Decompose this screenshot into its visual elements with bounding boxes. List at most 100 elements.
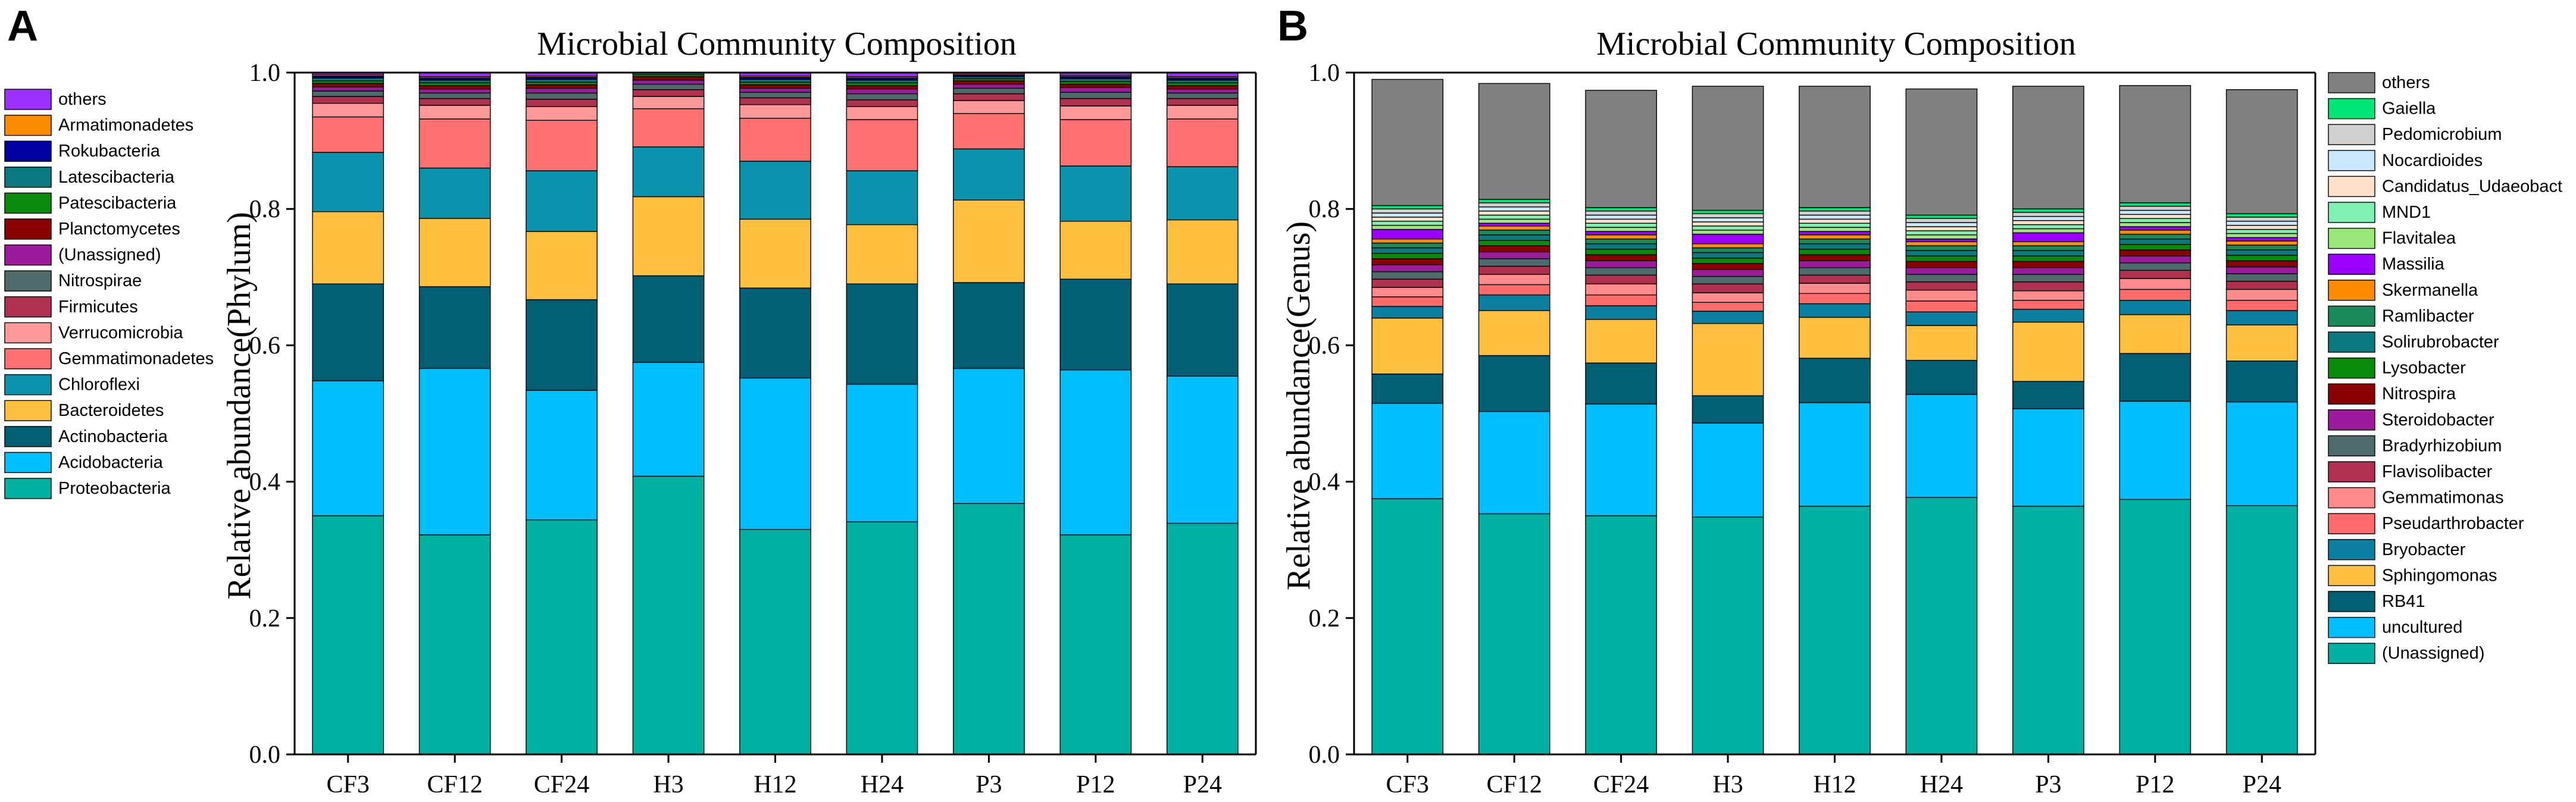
bar-segment-p24-bacteroidetes	[1166, 219, 1239, 284]
bar-segment-p3-skermanella	[2012, 241, 2084, 246]
bar-segment-cf24-skermanella	[1585, 234, 1657, 240]
bar-segment-cf12-bradyrhizobium	[1478, 258, 1550, 267]
bar-segment-p3-flavisolibacter	[2012, 281, 2084, 292]
bar-segment-cf24-massilia	[1585, 231, 1657, 236]
bar-segment-p24-lysobacter	[2225, 255, 2298, 262]
bar-segment-cf24-proteobacteria	[526, 519, 598, 755]
legend-swatch-others	[4, 89, 52, 110]
bar-segment-p3-sphingomonas	[2012, 321, 2084, 382]
y-tick-label-1-0: 1.0	[249, 59, 281, 87]
bar-segment-p3-massilia	[2012, 232, 2084, 242]
bar-segment-h3-massilia	[1692, 233, 1764, 245]
bar-segment-cf12-gaiella	[1478, 199, 1550, 203]
legend-label-others: others	[2382, 73, 2430, 92]
panel-b-letter: B	[1277, 2, 1308, 50]
bar-segment-h12-chloroflexi	[739, 161, 811, 220]
bar-segment-p24-pedomicrobium	[2225, 217, 2298, 222]
bar-segment-p12-candidatus-udaeobact	[2119, 214, 2192, 219]
bar-segment-h3-nitrospirae	[632, 83, 705, 90]
legend-entry-solirubrobacter: Solirubrobacter	[2328, 331, 2499, 353]
bar-segment-p24-firmicutes	[1166, 98, 1239, 106]
bar-segment-h12-flavisolibacter	[1799, 274, 1871, 284]
bar-segment-p24-steroidobacter	[2225, 266, 2298, 274]
legend-entry-armatimonadetes: Armatimonadetes	[4, 114, 193, 136]
bar-segment-cf3-bacteroidetes	[312, 211, 384, 284]
bar-segment-p24-uncultured	[2225, 401, 2298, 506]
bar-segment-cf12-gemmatimonas	[1478, 274, 1550, 286]
legend-label-acidobacteria: Acidobacteria	[58, 453, 164, 472]
bar-segment-p3-gemmatimonas	[2012, 290, 2084, 301]
legend-swatch-candidatus-udaeobact	[2328, 176, 2375, 198]
bar-segment-h3-pedomicrobium	[1692, 213, 1764, 218]
bar-segment-cf3-planctomycetes	[312, 83, 384, 87]
legend-entry-gemmatimonadetes: Gemmatimonadetes	[4, 348, 214, 369]
bar-segment-h12-uncultured	[1799, 402, 1871, 507]
x-tick-label-h3: H3	[1712, 771, 1743, 798]
bar-segment-p3-planctomycetes	[953, 80, 1025, 85]
bar-segment-h3-acidobacteria	[632, 362, 705, 477]
bar-segment-cf12-steroidobacter	[1478, 251, 1550, 259]
bar-segment-p24-chloroflexi	[1166, 166, 1239, 221]
legend-entry-gaiella: Gaiella	[2328, 98, 2436, 120]
bar-segment-p12-bradyrhizobium	[2119, 262, 2192, 271]
bar-segment-p24-ramlibacter	[2225, 245, 2298, 250]
bar-segment-cf24-bryobacter	[1585, 305, 1657, 320]
bar-segment-p12-gemmatimonas	[2119, 278, 2192, 290]
bar-stack-h12	[739, 72, 811, 755]
legend-swatch-others	[2328, 72, 2375, 93]
bar-stack-p24	[1166, 72, 1239, 755]
bar-segment-cf24-acidobacteria	[526, 390, 598, 521]
legend-swatch-firmicutes	[4, 296, 52, 318]
bar-segment-p12-proteobacteria	[1059, 534, 1132, 755]
bar-segment-h12-bacteroidetes	[739, 218, 811, 289]
bar-segment-h12-unassigned	[739, 87, 811, 93]
legend-swatch-steroidobacter	[2328, 409, 2375, 431]
panel-a-title: Microbial Community Composition	[537, 26, 1017, 62]
x-tick-label-cf24: CF24	[534, 771, 589, 798]
legend-label-gemmatimonas: Gemmatimonas	[2382, 488, 2504, 507]
legend-label-nitrospirae: Nitrospirae	[58, 271, 142, 290]
x-tick-label-cf12: CF12	[1486, 771, 1542, 798]
bar-segment-h24-lysobacter	[1905, 255, 1978, 262]
bar-segment-h3-mnd1	[1692, 225, 1764, 231]
bar-segment-h3-verrucomicrobia	[632, 96, 705, 109]
bar-segment-p24-rb41	[2225, 361, 2298, 403]
bar-segment-h3-gemmatimonas	[1692, 292, 1764, 303]
legend-swatch-mnd1	[2328, 202, 2375, 223]
bar-segment-cf24-lysobacter	[1585, 249, 1657, 255]
bar-segment-p3-ramlibacter	[2012, 245, 2084, 251]
x-tick-label-cf3: CF3	[1386, 771, 1429, 798]
x-tick-label-p12: P12	[1076, 771, 1115, 798]
bar-segment-p24-others	[2225, 89, 2298, 214]
bar-segment-h12-nocardioides	[1799, 214, 1871, 220]
panel-b-title: Microbial Community Composition	[1596, 26, 2076, 62]
legend-swatch-lysobacter	[2328, 357, 2375, 379]
y-tick-label-0-2: 0.2	[1309, 605, 1340, 632]
bar-segment-cf12-planctomycetes	[418, 85, 491, 90]
bar-segment-h12-acidobacteria	[739, 377, 811, 530]
bar-segment-h3-chloroflexi	[632, 146, 705, 198]
legend-entry-uncultured: uncultured	[2328, 616, 2462, 638]
legend-label-bacteroidetes: Bacteroidetes	[58, 401, 164, 420]
bar-segment-h12-sphingomonas	[1799, 317, 1871, 359]
bar-segment-cf24-nitrospirae	[526, 92, 598, 100]
bar-segment-h24-uncultured	[1905, 394, 1978, 498]
bar-segment-cf3-flavisolibacter	[1371, 278, 1444, 288]
bar-segment-cf12-lysobacter	[1478, 240, 1550, 246]
bar-segment-h24-skermanella	[1905, 241, 1978, 246]
bar-segment-p12-unassigned	[1059, 87, 1132, 93]
bar-stack-h3	[1692, 86, 1764, 755]
bar-segment-p3-chloroflexi	[953, 148, 1025, 201]
bar-segment-h24-bacteroidetes	[846, 224, 918, 284]
legend-label-planctomycetes: Planctomycetes	[58, 220, 180, 239]
bar-segment-cf3-nitrospira	[1371, 258, 1444, 265]
bar-segment-h12-gemmatimonadetes	[739, 118, 811, 162]
bar-segment-p3-bryobacter	[2012, 308, 2084, 323]
bar-segment-cf3-others	[1371, 79, 1444, 206]
legend-label-uncultured: uncultured	[2382, 618, 2462, 637]
bar-segment-h12-firmicutes	[739, 97, 811, 105]
bar-segment-h24-bryobacter	[1905, 311, 1978, 326]
bar-segment-cf3-verrucomicrobia	[312, 102, 384, 118]
bar-segment-p12-flavisolibacter	[2119, 270, 2192, 279]
bar-segment-cf24-bacteroidetes	[526, 231, 598, 300]
